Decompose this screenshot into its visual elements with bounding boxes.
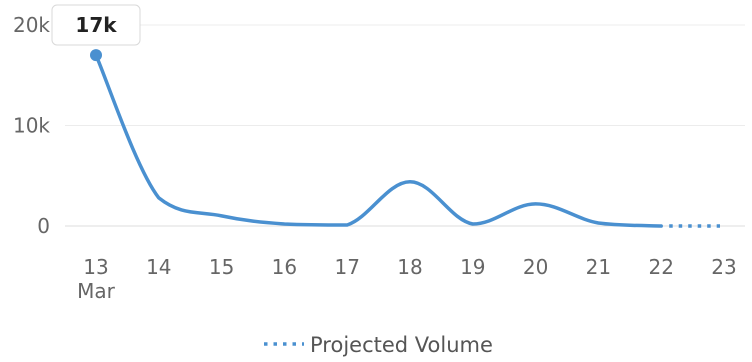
x-tick-label: 19 bbox=[460, 255, 485, 279]
legend-label-projected[interactable]: Projected Volume bbox=[310, 333, 493, 357]
x-tick-label: 17 bbox=[334, 255, 359, 279]
y-axis-ticks: 0 10k 20k bbox=[13, 13, 50, 238]
x-tick-sublabel: Mar bbox=[77, 279, 116, 303]
data-point-highlighted[interactable] bbox=[90, 49, 102, 62]
series-line-actual bbox=[94, 53, 663, 228]
y-tick-label: 10k bbox=[13, 114, 50, 138]
x-tick-label: 15 bbox=[209, 255, 234, 279]
series-lines bbox=[94, 53, 720, 228]
tooltip-value: 17k bbox=[75, 13, 117, 37]
tooltip: 17k bbox=[51, 4, 141, 46]
x-tick-label: 14 bbox=[146, 255, 171, 279]
y-tick-label: 20k bbox=[13, 13, 50, 37]
x-tick-label: 22 bbox=[648, 255, 673, 279]
y-tick-label: 0 bbox=[37, 214, 50, 238]
x-tick-label: 21 bbox=[586, 255, 611, 279]
gridlines bbox=[65, 24, 745, 227]
tooltip-box bbox=[51, 4, 141, 46]
x-tick-label: 13 bbox=[83, 255, 108, 279]
x-tick-label: 20 bbox=[523, 255, 548, 279]
data-points bbox=[90, 49, 102, 62]
x-tick-label: 18 bbox=[397, 255, 422, 279]
x-tick-label: 23 bbox=[711, 255, 736, 279]
x-tick-label: 16 bbox=[272, 255, 297, 279]
legend[interactable]: Projected Volume bbox=[264, 333, 493, 357]
